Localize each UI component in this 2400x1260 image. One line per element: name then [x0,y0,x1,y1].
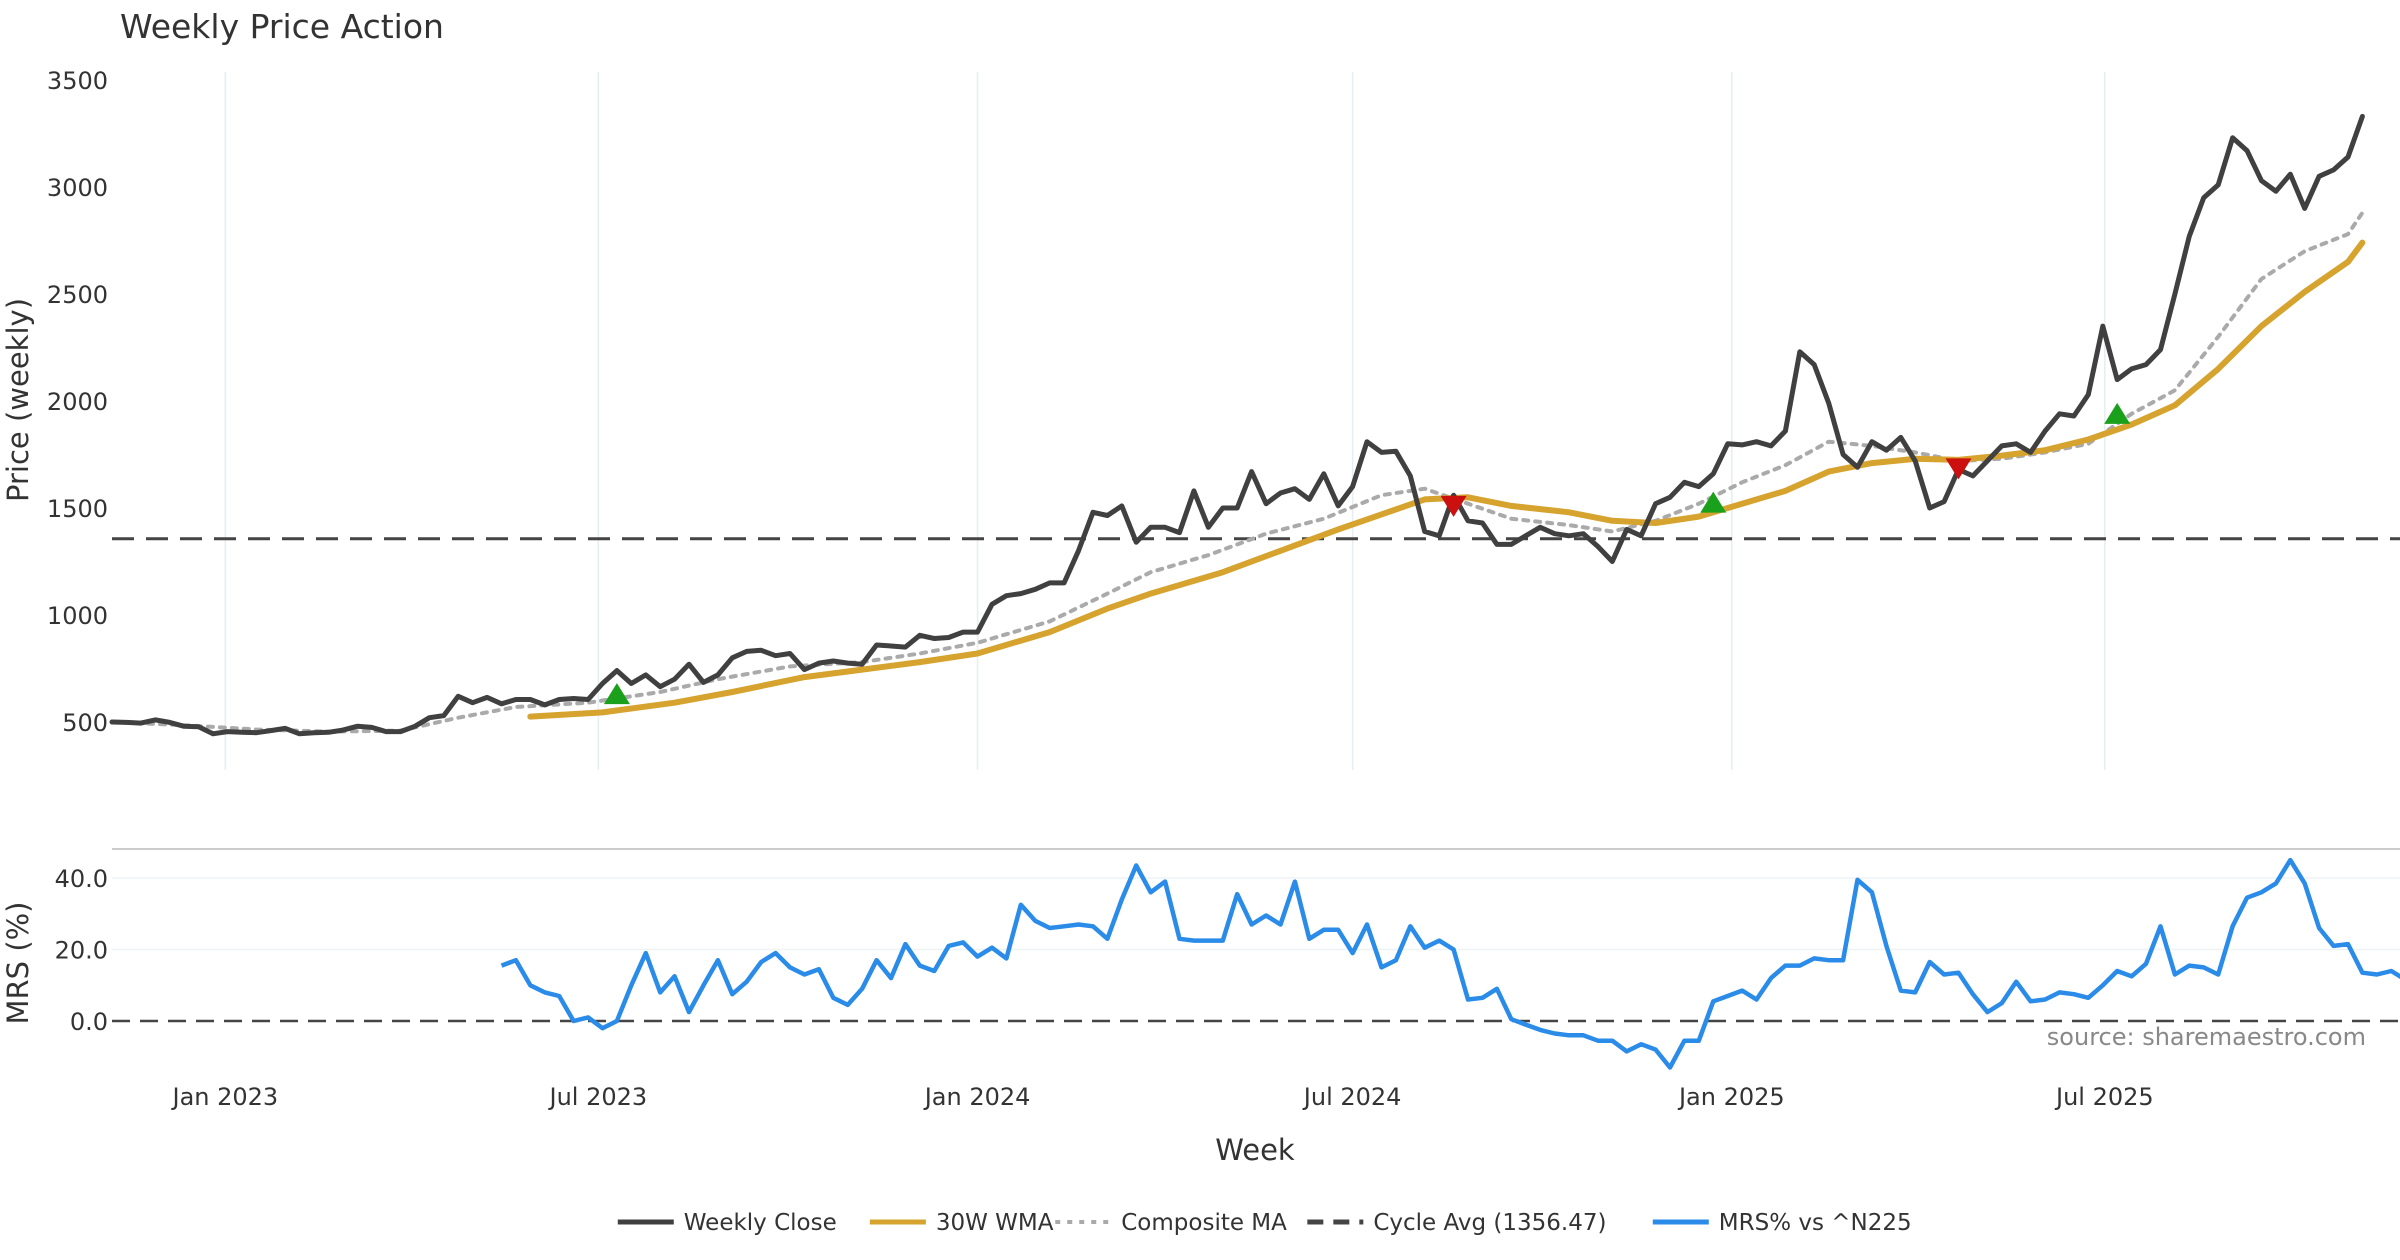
legend-label: Cycle Avg (1356.47) [1373,1210,1606,1236]
price-y-tick-label: 3500 [47,67,108,95]
weekly-close-line [109,113,2365,737]
x-tick-label: Jan 2023 [170,1083,278,1111]
legend-item: Weekly Close [617,1210,837,1236]
mrs-panel: 0.0 20.0 40.0 [55,848,2400,1070]
price-y-ticks: 500 1000 1500 2000 2500 3000 3500 [47,67,108,737]
price-y-tick-label: 3000 [47,174,108,202]
mrs-grid [112,877,2400,1023]
legend-label: MRS% vs ^N225 [1719,1210,1912,1236]
price-grid [224,72,2106,770]
buy-signal-marker [2104,402,2131,424]
sell-signal-marker [1945,458,1972,480]
signal-markers [603,402,2131,705]
mrs-line [500,857,2400,1070]
chart-title: Weekly Price Action [120,7,444,46]
price-series [109,113,2400,737]
legend-label: 30W WMA [936,1210,1054,1236]
legend-item: MRS% vs ^N225 [1652,1210,1912,1236]
x-tick-label: Jul 2023 [548,1083,648,1111]
x-tick-label: Jul 2025 [2054,1083,2154,1111]
mrs-y-tick-label: 40.0 [55,865,108,893]
legend-label: Weekly Close [684,1210,837,1236]
x-tick-label: Jul 2024 [1302,1083,1402,1111]
legend-item: Cycle Avg (1356.47) [1307,1210,1606,1236]
price-y-tick-label: 2000 [47,388,108,416]
price-y-tick-label: 500 [62,709,108,737]
source-annotation: source: sharemaestro.com [2047,1023,2366,1051]
price-panel: 500 1000 1500 2000 2500 3000 3500 [47,67,2400,770]
wma-30w-line [527,239,2366,720]
mrs-series [500,857,2400,1070]
sell-signal-marker [1440,495,1467,517]
x-axis-ticks: Jan 2023 Jul 2023 Jan 2024 Jul 2024 Jan 2025… [170,1083,2153,1111]
price-y-tick-label: 1500 [47,495,108,523]
legend-item: Composite MA [1055,1210,1287,1236]
composite-ma-line [110,210,2365,734]
price-y-tick-label: 1000 [47,602,108,630]
buy-signal-marker [1700,491,1727,513]
mrs-y-axis-label: MRS (%) [1,902,35,1025]
price-y-axis-label: Price (weekly) [1,298,35,502]
price-y-tick-label: 2500 [47,281,108,309]
x-axis-label: Week [1215,1133,1295,1167]
buy-signal-marker [603,683,630,705]
legend: Weekly Close 30W WMA Composite MA Cycle Avg… [617,1210,1912,1236]
mrs-y-tick-label: 0.0 [70,1008,108,1036]
mrs-y-ticks: 0.0 20.0 40.0 [55,865,108,1036]
x-tick-label: Jan 2024 [923,1083,1031,1111]
legend-label: Composite MA [1121,1210,1287,1236]
legend-item: 30W WMA [869,1210,1054,1236]
mrs-y-tick-label: 20.0 [55,937,108,965]
x-tick-label: Jan 2025 [1677,1083,1785,1111]
